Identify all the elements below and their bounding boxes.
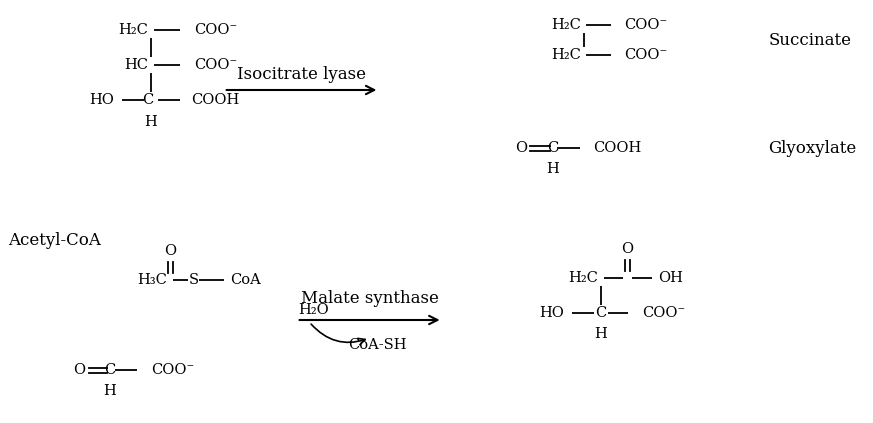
Text: COO⁻: COO⁻ [624, 18, 668, 32]
Text: S: S [189, 273, 199, 287]
Text: COO⁻: COO⁻ [151, 363, 194, 377]
Text: Isocitrate lyase: Isocitrate lyase [237, 66, 366, 82]
Text: C: C [546, 141, 558, 155]
Text: O: O [622, 242, 634, 256]
Text: H: H [595, 327, 608, 341]
Text: HO: HO [540, 306, 564, 320]
Text: C: C [142, 93, 154, 107]
Text: CoA-SH: CoA-SH [348, 338, 407, 352]
Text: H₂C: H₂C [551, 48, 581, 62]
Text: H: H [546, 162, 559, 176]
Text: COO⁻: COO⁻ [624, 48, 668, 62]
Text: Acetyl-CoA: Acetyl-CoA [8, 231, 100, 248]
Text: C: C [104, 363, 115, 377]
Text: COOH: COOH [594, 141, 642, 155]
Text: COO⁻: COO⁻ [195, 23, 237, 37]
Text: H₂C: H₂C [568, 271, 598, 285]
Text: COO⁻: COO⁻ [195, 58, 237, 72]
Text: HO: HO [89, 93, 113, 107]
Text: O: O [515, 141, 527, 155]
Text: H₃C: H₃C [137, 273, 168, 287]
Text: H₂C: H₂C [551, 18, 581, 32]
Text: COO⁻: COO⁻ [642, 306, 685, 320]
Text: H: H [144, 115, 157, 129]
Text: Succinate: Succinate [768, 31, 851, 49]
Text: C: C [595, 306, 607, 320]
FancyArrowPatch shape [311, 324, 365, 345]
Text: CoA: CoA [230, 273, 261, 287]
Text: Glyoxylate: Glyoxylate [768, 140, 856, 157]
Text: HC: HC [124, 58, 148, 72]
Text: H: H [104, 384, 116, 398]
Text: H₂O: H₂O [298, 303, 328, 317]
Text: O: O [164, 244, 176, 258]
Text: O: O [73, 363, 86, 377]
Text: H₂C: H₂C [118, 23, 148, 37]
Text: Malate synthase: Malate synthase [300, 289, 438, 307]
Text: COOH: COOH [191, 93, 240, 107]
Text: OH: OH [658, 271, 684, 285]
